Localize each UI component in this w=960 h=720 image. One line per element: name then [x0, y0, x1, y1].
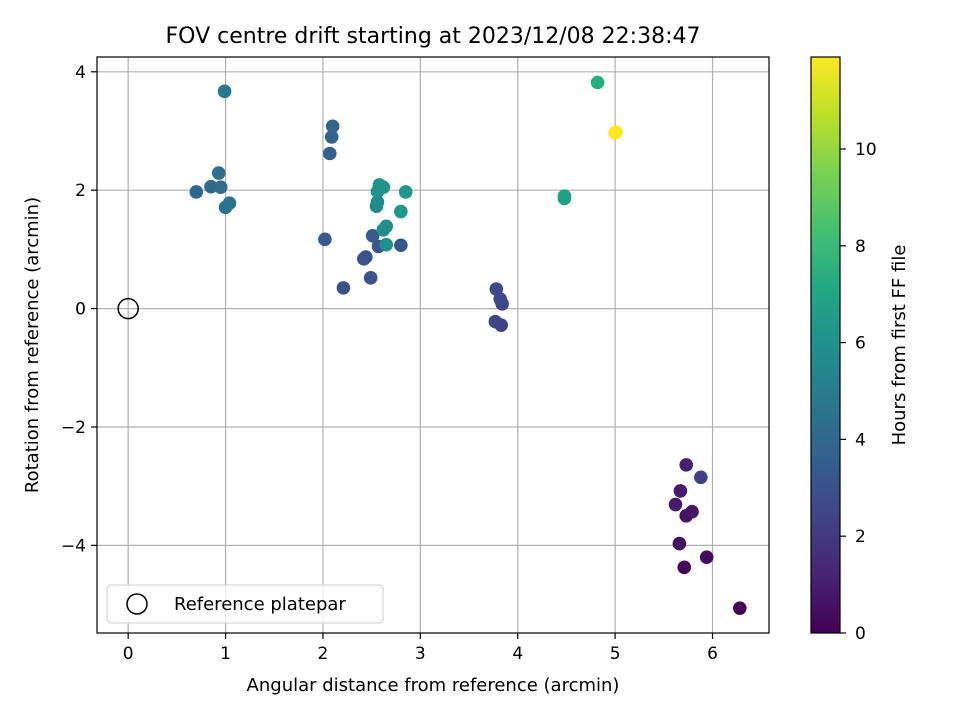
data-point [189, 185, 204, 199]
data-point [325, 119, 340, 134]
x-axis-ticks: 0 1 2 3 4 5 6 [123, 633, 718, 664]
plot-area: 0 1 2 3 4 5 6 −4 −2 0 2 4 [61, 56, 770, 664]
data-point [363, 271, 378, 285]
y-tick-label: 0 [75, 300, 86, 320]
data-point [609, 125, 623, 139]
data-point [370, 195, 385, 209]
x-tick-label: 1 [220, 644, 231, 664]
colorbar-tick-label: 10 [855, 140, 877, 160]
x-tick-label: 6 [707, 644, 718, 664]
data-point [336, 281, 351, 295]
chart-title: FOV centre drift starting at 2023/12/08 … [166, 24, 701, 49]
data-point [679, 458, 694, 472]
plot-frame [96, 56, 770, 634]
y-tick-label: −2 [61, 418, 86, 438]
colorbar-tick-label: 2 [855, 527, 866, 547]
data-point [318, 232, 332, 247]
data-point [488, 314, 503, 329]
colorbar-tick-label: 6 [855, 334, 866, 354]
data-point [398, 185, 413, 199]
data-point [217, 84, 232, 99]
data-point [694, 470, 708, 485]
data-point [677, 560, 692, 575]
data-point [590, 75, 605, 90]
data-point [365, 228, 380, 243]
data-point [672, 536, 687, 551]
y-axis-ticks: −4 −2 0 2 4 [61, 63, 97, 556]
reference-point [117, 297, 139, 320]
data-point [668, 497, 683, 512]
x-tick-label: 4 [512, 644, 523, 664]
x-axis-label: Angular distance from reference (arcmin) [247, 675, 620, 696]
data-point [489, 282, 504, 296]
legend-box [106, 584, 384, 624]
data-points [189, 75, 747, 615]
legend-marker-open-circle [126, 593, 148, 615]
colorbar-gradient [810, 56, 841, 634]
y-tick-label: 2 [75, 181, 86, 201]
data-point [359, 250, 373, 264]
colorbar-ticks: 0 2 4 6 8 10 [840, 140, 877, 644]
data-point [732, 601, 747, 615]
data-point [211, 166, 226, 180]
reference-platepar-marker [117, 297, 139, 320]
x-tick-label: 3 [415, 644, 426, 664]
data-point [379, 237, 394, 252]
plot-background [97, 57, 769, 633]
data-point [379, 219, 394, 234]
y-tick-label: 4 [75, 63, 86, 83]
y-axis-label: Rotation from reference (arcmin) [22, 197, 43, 493]
legend: Reference platepar [106, 584, 384, 624]
data-point [322, 146, 337, 161]
data-point [376, 180, 391, 195]
colorbar-label: Hours from first FF file [889, 245, 910, 446]
data-point [673, 484, 688, 498]
x-tick-label: 0 [123, 644, 134, 664]
grid-lines [97, 57, 769, 633]
data-point [324, 130, 339, 144]
data-point [204, 179, 218, 194]
data-point [685, 504, 699, 519]
data-point [222, 196, 237, 211]
x-tick-label: 2 [318, 644, 329, 664]
colorbar-tick-label: 4 [855, 430, 866, 450]
data-point [699, 550, 714, 565]
data-point [394, 238, 408, 253]
legend-entry: Reference platepar [174, 594, 346, 615]
colorbar-tick-label: 0 [855, 624, 866, 644]
data-point [557, 189, 572, 203]
x-tick-label: 5 [610, 644, 621, 664]
data-point [213, 180, 228, 195]
data-point [394, 204, 408, 219]
colorbar: 0 2 4 6 8 10 Hours from first FF file [810, 56, 910, 644]
y-tick-label: −4 [61, 536, 86, 556]
colorbar-tick-label: 8 [855, 237, 866, 257]
